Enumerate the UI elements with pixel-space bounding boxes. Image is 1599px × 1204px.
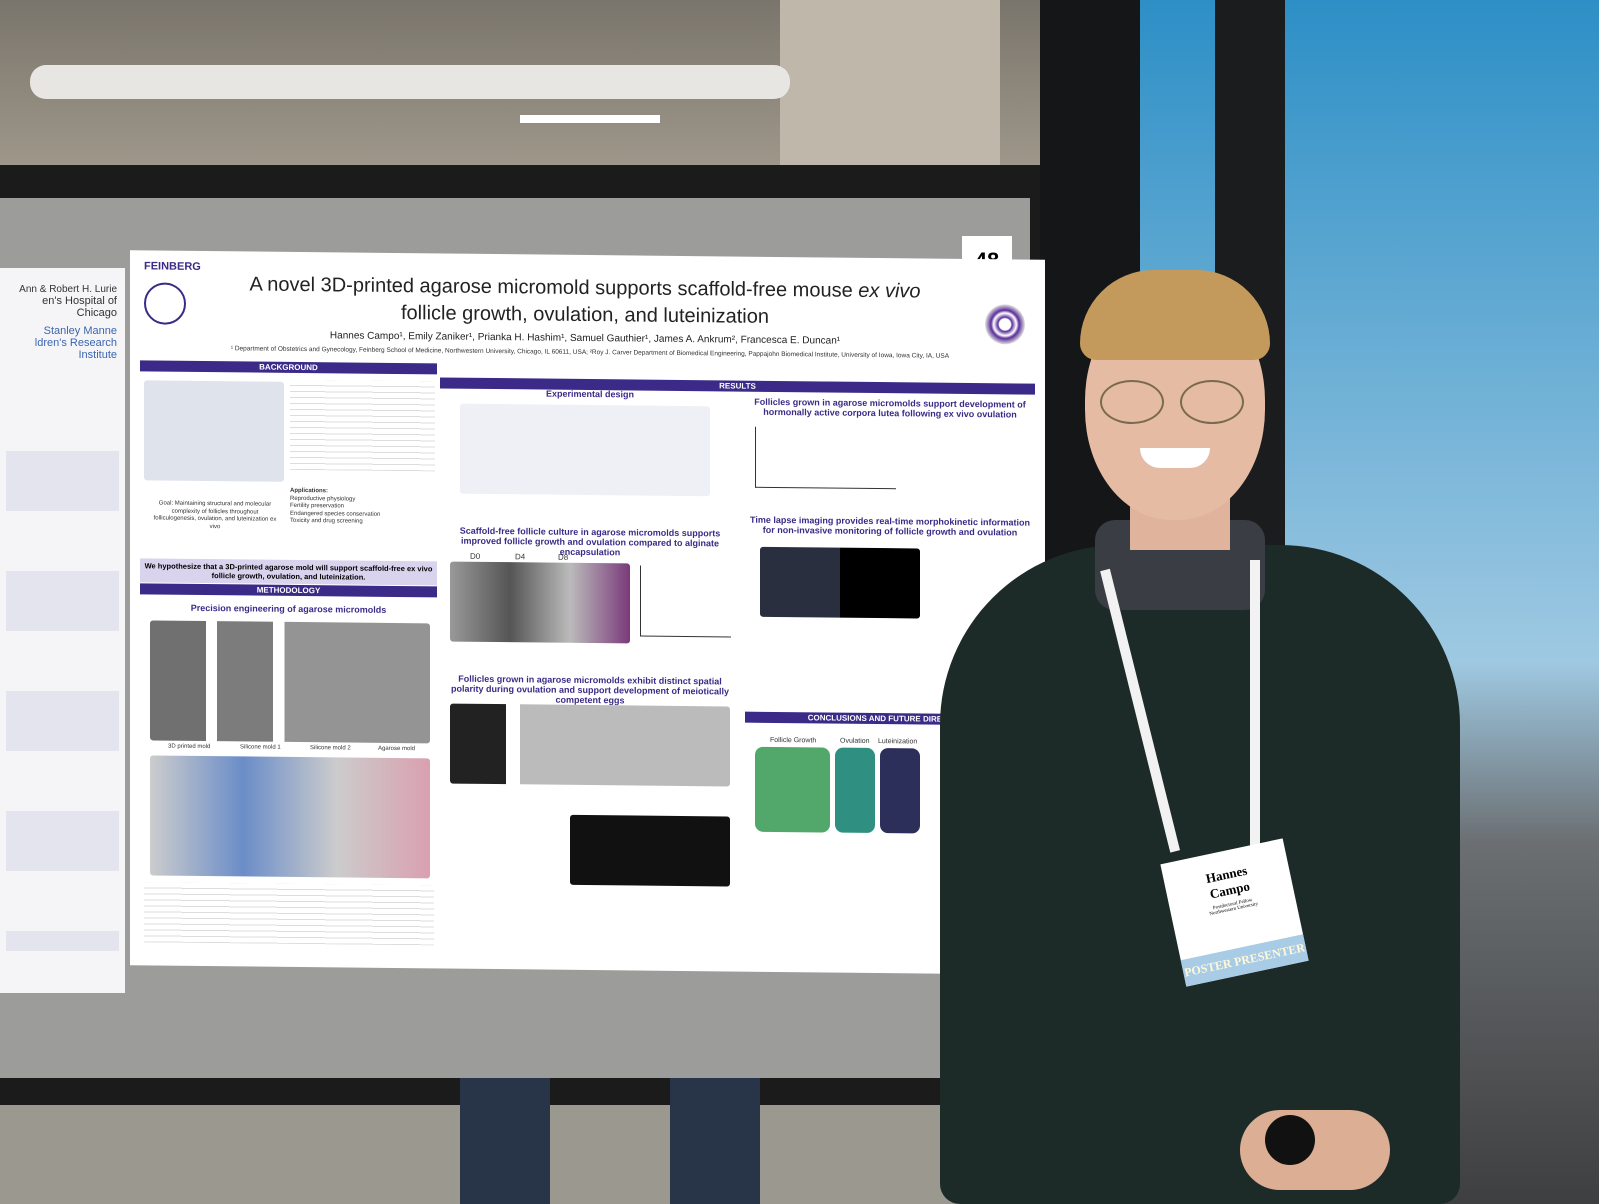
column-label: D0: [470, 551, 481, 561]
left-poster: Ann & Robert H. Lurie en's Hospital of C…: [0, 268, 125, 993]
smile: [1140, 448, 1210, 468]
section-header: METHODOLOGY: [140, 583, 437, 598]
background-text: [290, 379, 435, 472]
badge-org: Northwestern University: [1209, 901, 1259, 918]
conclusion-icon: [880, 748, 920, 834]
left-poster-line: Stanley Manne: [43, 325, 117, 337]
conclusion-icon: [755, 746, 830, 833]
application-item: Toxicity and drug screening: [290, 517, 363, 525]
design-schematic: [460, 403, 710, 497]
ovulation-images: [450, 703, 730, 787]
column-label: D4: [515, 552, 526, 562]
conclusion-column: Follicle Growth: [770, 736, 817, 745]
hands: [1240, 1110, 1390, 1190]
light: [520, 115, 660, 123]
oocyte-images: [570, 814, 730, 887]
section-header: BACKGROUND: [140, 360, 437, 375]
mold-photos: [150, 755, 430, 879]
goal: Goal: Maintaining structural and molecul…: [153, 500, 277, 530]
mold-label: Silicone mold 1: [240, 744, 281, 751]
title-text: A novel 3D-printed agarose micromold sup…: [249, 273, 859, 302]
conclusion-column: Luteinization: [878, 738, 918, 746]
poster-title: A novel 3D-printed agarose micromold sup…: [200, 271, 970, 333]
watch: [1265, 1115, 1315, 1165]
left-poster-line: en's Hospital of Chicago: [42, 295, 117, 319]
ovary-illustration: [144, 380, 284, 482]
person-hair: [1080, 270, 1270, 360]
mold-label: Silicone mold 2: [310, 745, 351, 752]
institution-logo: FEINBERG: [144, 260, 201, 273]
name-badge: Hannes Campo Postdoctoral Fellow Northwe…: [1160, 838, 1309, 987]
timelapse-images: [760, 546, 920, 619]
pipe: [30, 65, 790, 99]
hormone-charts: [755, 426, 896, 490]
conclusion-column: Ovulation: [840, 737, 870, 745]
section-subheader: Scaffold-free follicle culture in agaros…: [459, 525, 721, 558]
column-label: D8: [558, 552, 569, 562]
mold-label: Agarose mold: [378, 745, 416, 753]
lanyard: [1250, 560, 1260, 850]
caption: [144, 882, 434, 946]
title-text: follicle growth, ovulation, and luteiniz…: [401, 302, 769, 328]
seal: [144, 282, 186, 325]
mold-images: [150, 620, 430, 744]
title-italic: ex vivo: [858, 279, 921, 303]
society-logo: [985, 304, 1025, 345]
section-subheader: Experimental design: [545, 388, 635, 400]
follicle-images: [450, 561, 630, 644]
hypothesis: We hypothesize that a 3D-printed agarose…: [140, 558, 437, 586]
legs: [460, 1078, 760, 1204]
glasses: [1100, 380, 1164, 424]
growth-chart: [640, 565, 731, 638]
applications: Applications: Reproductive physiology Fe…: [290, 488, 430, 527]
section-subheader: Follicles grown in agarose micromolds su…: [754, 396, 1026, 420]
section-subheader: Precision engineering of agarose micromo…: [190, 602, 387, 615]
mold-label: 3D printed mold: [168, 743, 211, 751]
section-subheader: Time lapse imaging provides real-time mo…: [750, 514, 1030, 538]
left-poster-line: ldren's Research Institute: [34, 337, 117, 361]
section-subheader: Follicles grown in agarose micromolds ex…: [450, 673, 730, 706]
poster: FEINBERG A novel 3D-printed agarose micr…: [130, 250, 1045, 975]
glasses: [1180, 380, 1244, 424]
conclusion-icon: [835, 747, 875, 834]
left-poster-figures: [6, 391, 119, 951]
left-poster-line: Ann & Robert H. Lurie: [19, 284, 117, 295]
